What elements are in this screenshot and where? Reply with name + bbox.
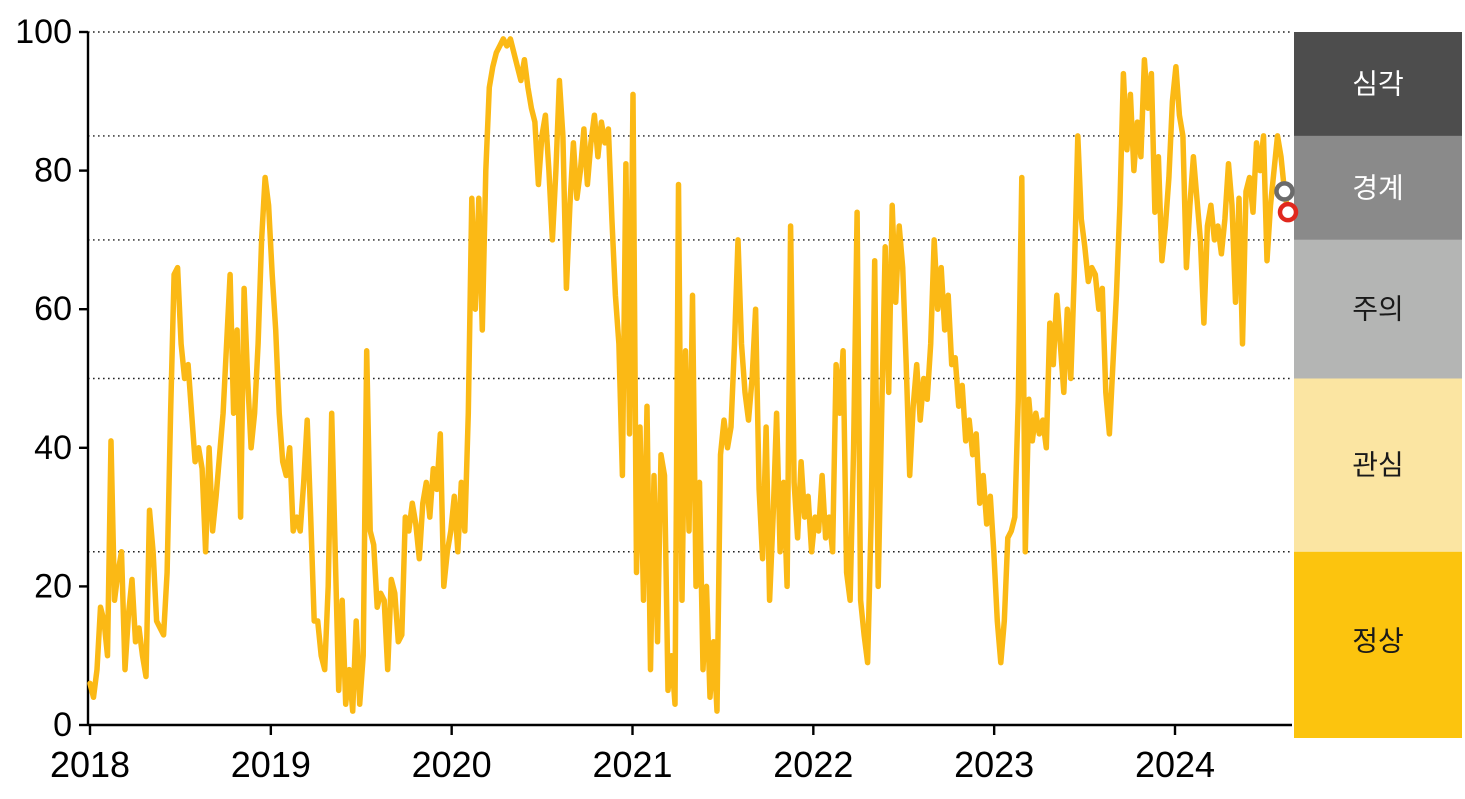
y-tick-label-40: 40: [34, 429, 72, 467]
y-tick-label-20: 20: [34, 567, 72, 605]
y-tick-label-80: 80: [34, 152, 72, 190]
x-tick-label-2024: 2024: [1135, 744, 1215, 785]
zone-band-4: [1294, 551, 1462, 738]
y-tick-label-60: 60: [34, 290, 72, 328]
x-tick-label-2018: 2018: [50, 744, 130, 785]
x-tick-label-2022: 2022: [773, 744, 853, 785]
zone-band-2: [1294, 239, 1462, 379]
x-tick-label-2021: 2021: [592, 744, 672, 785]
x-tick-label-2019: 2019: [231, 744, 311, 785]
x-tick-label-2020: 2020: [412, 744, 492, 785]
zone-label-3: 관심: [1352, 450, 1404, 481]
zone-label-0: 심각: [1352, 68, 1404, 99]
risk-index-line: [87, 36, 1291, 714]
zone-label-2: 주의: [1352, 294, 1404, 325]
x-tick-label-2023: 2023: [954, 744, 1034, 785]
zone-label-1: 경계: [1352, 172, 1404, 203]
zone-label-4: 정상: [1352, 625, 1404, 656]
latest-week-point: [1277, 201, 1299, 223]
zone-band-0: [1294, 32, 1462, 136]
y-tick-label-0: 0: [53, 706, 72, 744]
zone-band-3: [1294, 378, 1462, 552]
y-tick-label-100: 100: [15, 13, 72, 51]
zone-band-1: [1294, 135, 1462, 240]
previous-week-point: [1274, 181, 1295, 202]
